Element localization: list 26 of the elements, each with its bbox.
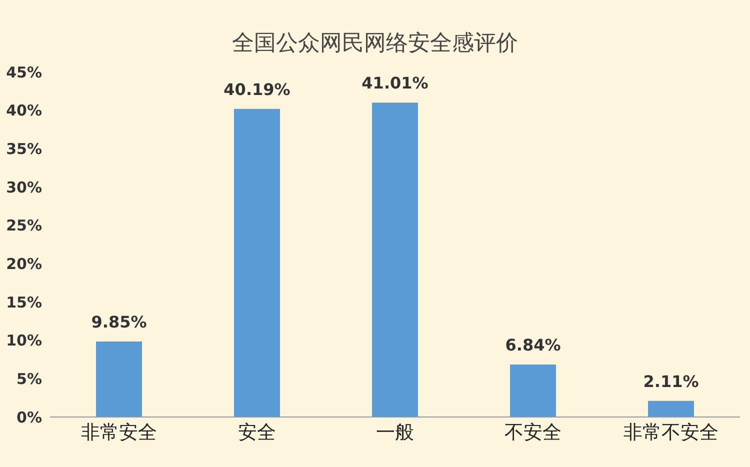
y-tick-label: 5% [16,370,42,388]
y-tick-label: 0% [16,408,42,426]
x-tick-label: 不安全 [504,421,562,444]
bar [648,400,694,417]
data-label: 40.19% [224,80,290,99]
bar [510,364,556,417]
bar [234,108,280,417]
y-tick-label: 15% [6,293,42,312]
bar [372,102,418,417]
chart-title: 全国公众网民网络安全感评价 [231,30,519,58]
y-tick-label: 40% [6,102,42,120]
y-tick-label: 30% [6,178,42,196]
data-label: 6.84% [505,336,561,355]
x-tick-label: 一般 [376,421,414,444]
data-label: 41.01% [362,74,428,93]
data-label: 9.85% [91,312,147,332]
y-tick-label: 10% [6,332,42,350]
data-label: 2.11% [643,372,699,391]
x-tick-label: 非常不安全 [624,421,718,444]
x-tick-label: 非常安全 [81,421,157,444]
bar [96,341,142,417]
x-tick-label: 安全 [238,421,276,444]
y-tick-label: 35% [6,140,42,158]
y-tick-label: 20% [6,254,42,273]
y-tick-label: 45% [6,63,42,82]
y-tick-label: 25% [6,216,42,235]
